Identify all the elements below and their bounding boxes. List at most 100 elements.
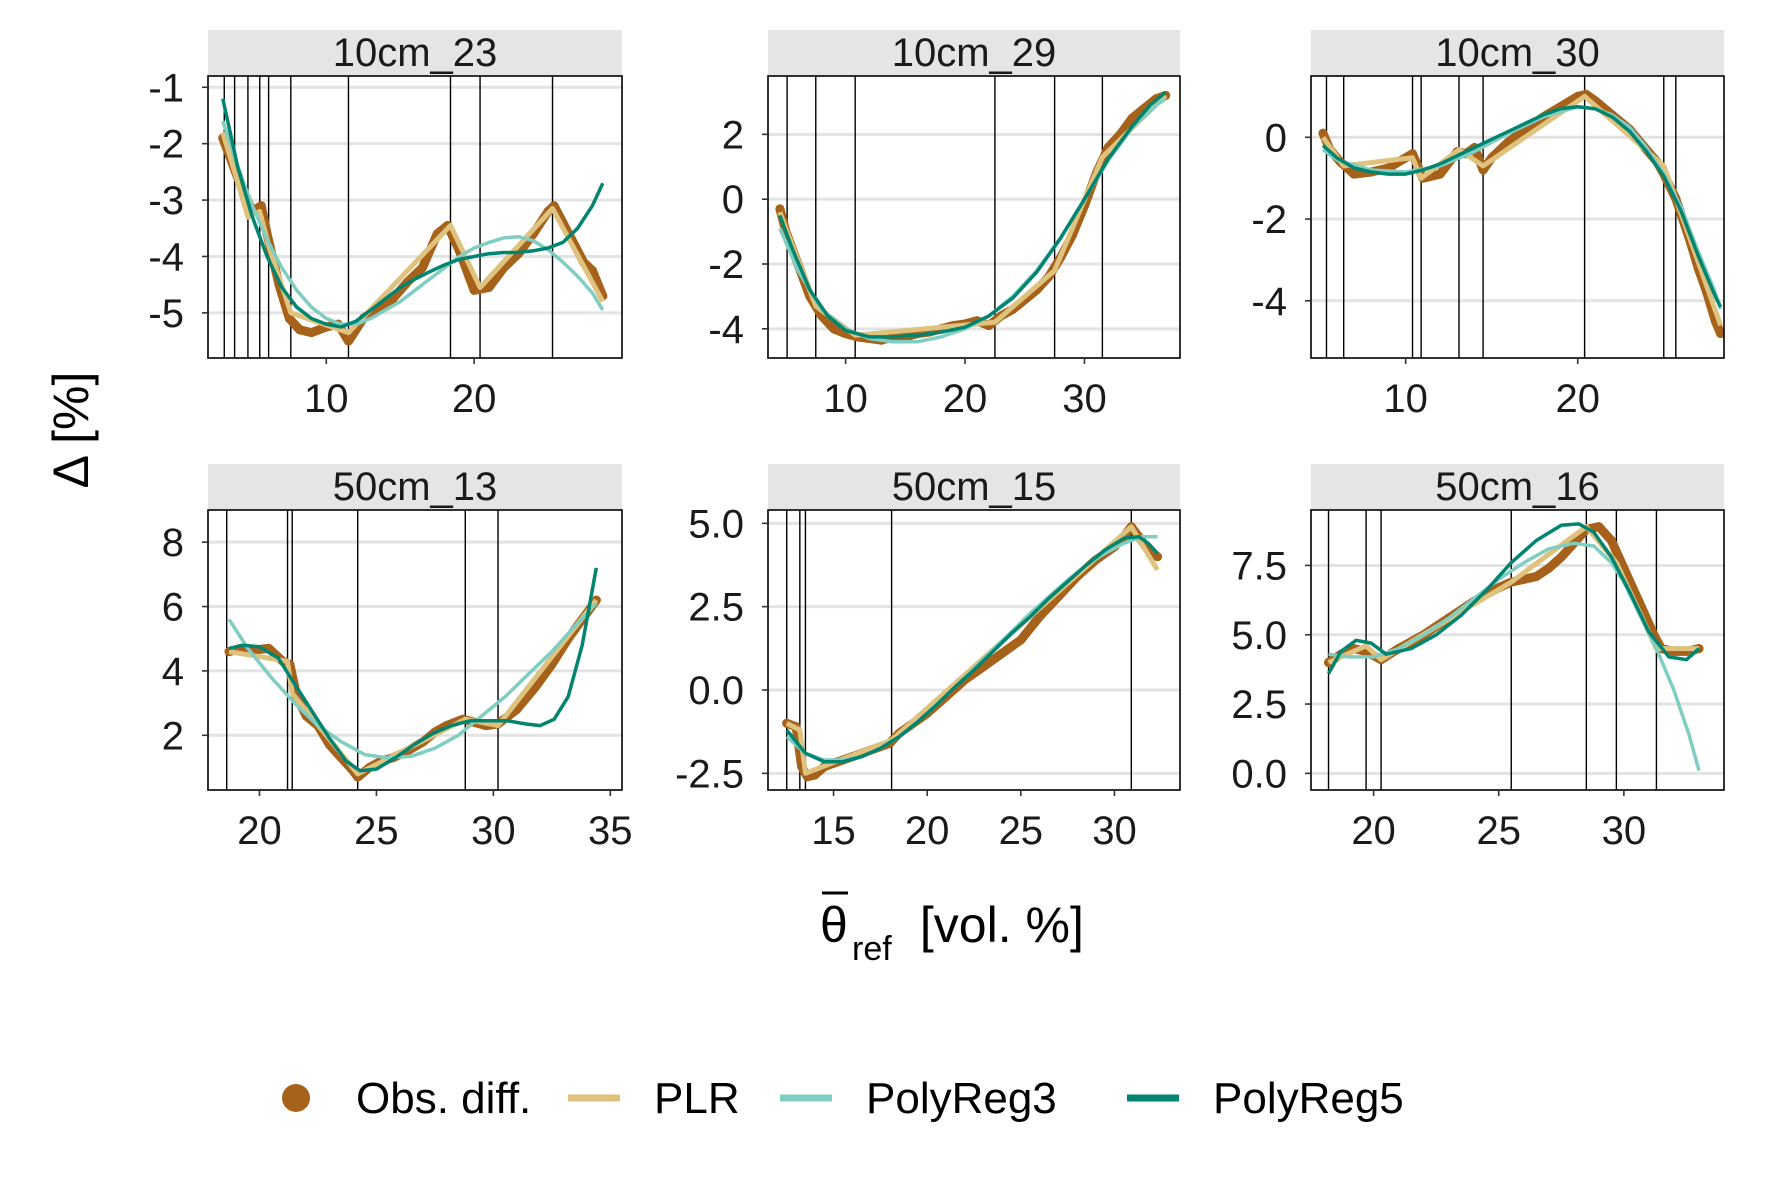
- polyreg3-line: [227, 602, 598, 760]
- x-tick-label: 20: [1555, 377, 1600, 421]
- obs-diff-point: [1531, 572, 1541, 582]
- strip-background: [768, 30, 1180, 76]
- obs-diff-point: [1716, 328, 1724, 338]
- obs-diff-band: [224, 595, 601, 782]
- obs-diff-point: [343, 336, 353, 346]
- svg-text:Δ [%]: Δ [%]: [43, 372, 99, 489]
- x-tick-label: 25: [1476, 809, 1521, 853]
- strip-label: 10cm_29: [892, 31, 1057, 75]
- obs-diff-point: [1035, 612, 1045, 622]
- x-tick-label: 10: [304, 377, 349, 421]
- obs-diff-point: [1349, 169, 1359, 179]
- legend: Obs. diff. PLR PolyReg3 PolyReg5: [282, 1074, 1404, 1123]
- x-tick-label: 20: [237, 809, 282, 853]
- strip-label: 10cm_30: [1435, 31, 1600, 75]
- polyreg5-line: [785, 534, 1159, 764]
- y-tick-label: 0.0: [1231, 752, 1287, 796]
- y-tick-label: -1: [148, 66, 184, 110]
- plr-line: [1327, 524, 1699, 665]
- obs-diff-point: [295, 325, 305, 335]
- y-tick-label: 2: [722, 113, 744, 157]
- x-tick-label: 25: [354, 809, 399, 853]
- y-axis-title: Δ [%]: [43, 372, 99, 489]
- obs-diff-point: [1606, 535, 1616, 545]
- panel-border: [1310, 509, 1725, 791]
- obs-diff-point: [1544, 563, 1554, 573]
- y-tick-label: -2.5: [675, 752, 744, 796]
- y-tick-label: 0.0: [688, 669, 744, 713]
- plot-area: [1318, 76, 1724, 358]
- strip-background: [1311, 464, 1724, 510]
- strip-background: [1311, 30, 1724, 76]
- obs-diff-point: [1127, 113, 1137, 123]
- polyreg5-line: [1326, 522, 1701, 675]
- y-tick-label: 0: [722, 178, 744, 222]
- obs-diff-band: [1324, 522, 1704, 667]
- y-tick-label: 5.0: [688, 502, 744, 546]
- polyreg5-line: [1321, 104, 1723, 308]
- obs-diff-point: [307, 328, 316, 338]
- plot-area: [1324, 510, 1704, 790]
- y-tick-label: -2: [148, 123, 184, 167]
- y-tick-label: 5.0: [1231, 614, 1287, 658]
- x-tick-label: 20: [1351, 809, 1396, 853]
- x-tick-label: 15: [811, 809, 856, 853]
- strip-background: [208, 30, 622, 76]
- strip-label: 10cm_23: [333, 31, 498, 75]
- obs-diff-point: [484, 283, 494, 292]
- y-tick-label: 4: [162, 650, 184, 694]
- panel-50cm_13: 50cm_13 8 6 4 2 20 25 30 35: [162, 464, 633, 853]
- plr-line: [220, 131, 605, 336]
- legend-label: PLR: [654, 1074, 740, 1123]
- obs-diff-point: [1478, 165, 1488, 175]
- x-tick-label: 30: [1062, 377, 1107, 421]
- x-axis-title-rest: [vol. %]: [906, 897, 1084, 953]
- obs-diff-point: [1435, 169, 1445, 179]
- x-tick-label: 35: [588, 809, 633, 853]
- strip-background: [208, 464, 622, 510]
- polyreg5-line: [228, 567, 599, 773]
- x-tick-label: 30: [471, 809, 516, 853]
- panel-10cm_23: 10cm_23 -1 -2 -3 -4 -5 10 20: [148, 30, 623, 421]
- legend-item-obs: Obs. diff.: [282, 1074, 531, 1123]
- obs-diff-point: [1153, 552, 1163, 562]
- y-tick-label: -2: [1251, 198, 1287, 242]
- legend-item-polyreg3: PolyReg3: [780, 1074, 1057, 1123]
- y-tick-label: 2.5: [1231, 683, 1287, 727]
- polyreg5-line: [221, 98, 605, 329]
- y-tick-label: 2.5: [688, 586, 744, 630]
- obs-diff-point: [587, 266, 597, 276]
- strip-label: 50cm_15: [892, 465, 1057, 509]
- polyreg5-line: [778, 90, 1167, 339]
- obs-diff-point: [1504, 136, 1514, 146]
- obs-diff-point: [256, 201, 266, 211]
- strip-label: 50cm_13: [333, 465, 498, 509]
- y-tick-label: -5: [148, 292, 184, 336]
- y-tick-label: 0: [1265, 116, 1287, 160]
- panel-border: [207, 509, 623, 791]
- x-axis-title-symbol: θ: [820, 897, 848, 953]
- panel-50cm_15: 50cm_15 5.0 2.5 0.0 -2.5 15 20 25 30: [675, 464, 1181, 853]
- panel-border: [207, 75, 623, 359]
- legend-label: PolyReg5: [1213, 1074, 1404, 1123]
- plr-line: [785, 524, 1160, 776]
- panel-10cm_30: 10cm_30 0 -2 -4 10 20: [1251, 30, 1725, 421]
- x-tick-label: 10: [823, 377, 868, 421]
- x-axis-title-subscript: ref: [852, 930, 892, 968]
- x-tick-label: 20: [905, 809, 950, 853]
- y-tick-label: 6: [162, 586, 184, 630]
- y-tick-label: 2: [162, 714, 184, 758]
- plr-line: [777, 93, 1168, 338]
- polyreg3-line: [785, 534, 1158, 762]
- obs-diff-band: [218, 133, 608, 346]
- obs-diff-band: [782, 522, 1162, 782]
- obs-diff-point: [1556, 552, 1566, 562]
- obs-diff-point: [469, 285, 479, 295]
- strip-label: 50cm_16: [1435, 465, 1600, 509]
- obs-diff-point: [829, 324, 839, 334]
- panel-border: [767, 509, 1181, 791]
- panel-50cm_16: 50cm_16 7.5 5.0 2.5 0.0 20 25 30: [1231, 464, 1725, 853]
- x-tick-label: 30: [1092, 809, 1137, 853]
